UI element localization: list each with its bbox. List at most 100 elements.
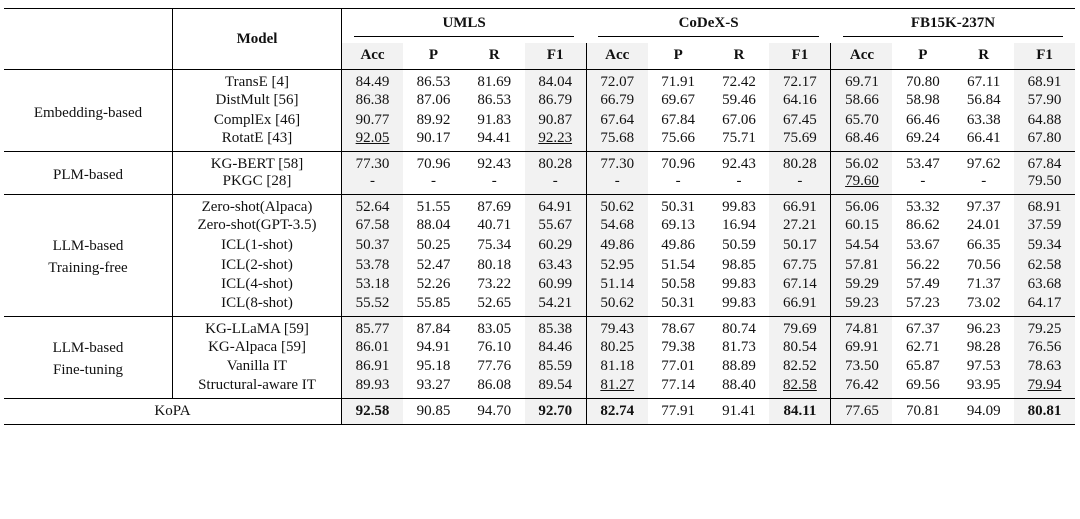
value-cell: 40.71 [477, 217, 512, 234]
model-name: KoPA [4, 398, 342, 425]
table-row: ICL(4-shot) 53.18 52.26 73.22 60.99 51.14 50.5… [4, 274, 1075, 295]
value-cell: 73.02 [966, 294, 1001, 311]
table-row: Embedding-based TransE [4] 84.49 86.53 81.69… [4, 69, 1075, 152]
value-cell: 54.54 [830, 235, 893, 256]
value-cell: 54.21 [524, 294, 587, 317]
value-cell: 50.37 [341, 235, 404, 256]
value-cell: 86.01 [341, 337, 404, 358]
dataset-name: CoDeX-S [598, 15, 819, 37]
group-label-line: PLM-based [53, 167, 123, 184]
group-label-line: LLM-based [52, 238, 124, 255]
value-cell: 57.90 [1014, 91, 1075, 111]
value-cell: 73.22 [477, 276, 512, 293]
value-cell: 79.69 [769, 316, 832, 338]
value-cell: 69.56 [906, 376, 940, 393]
value-cell: 68.46 [830, 130, 893, 152]
value-cell: - [491, 173, 497, 190]
value-cell: 69.13 [661, 217, 696, 234]
table-row: Structural-aware IT 89.93 93.27 86.08 89.54 8… [4, 376, 1075, 399]
value-cell: 98.28 [966, 338, 1001, 355]
value-cell: 81.73 [722, 338, 756, 355]
value-cell: 57.23 [906, 294, 940, 311]
value-cell: 72.42 [722, 74, 756, 90]
value-cell: 70.80 [906, 74, 940, 90]
metric-header: P [918, 47, 928, 64]
model-name: KG-LLaMA [59] [172, 316, 342, 338]
model-name: TransE [4] [172, 69, 342, 91]
table-row: ComplEx [46] 90.77 89.92 91.83 90.87 67.64 67.… [4, 110, 1075, 131]
table-header: Model UMLS CoDeX-S FB15K-237N Acc P R F1 Acc P R F… [4, 8, 1075, 70]
value-cell: 54.68 [586, 216, 648, 236]
value-cell: 86.08 [477, 376, 512, 393]
value-cell: 59.29 [830, 274, 893, 295]
value-cell: 56.02 [830, 151, 893, 174]
table-row: LLM-based Fine-tuning KG-LLaMA [59] 85.77 87… [4, 316, 1075, 399]
value-cell: - [341, 173, 404, 195]
value-cell: 97.37 [966, 199, 1001, 216]
value-cell: 72.07 [586, 69, 648, 91]
corner [4, 8, 173, 70]
value-cell: 75.71 [722, 130, 756, 147]
value-cell: - [981, 173, 987, 190]
value-cell: 92.23 [524, 130, 587, 152]
value-cell: 60.29 [524, 235, 587, 256]
value-cell: 86.53 [477, 92, 512, 109]
value-cell: 66.46 [906, 111, 940, 128]
model-name: PKGC [28] [172, 173, 342, 195]
table-row: LLM-based Training-free Zero-shot(Alpaca) 5… [4, 194, 1075, 317]
metric-header: R [488, 47, 500, 64]
value-cell: 53.78 [341, 255, 404, 275]
group-label: Embedding-based [4, 69, 173, 152]
value-cell: 86.53 [416, 74, 451, 90]
value-cell: 84.49 [341, 69, 404, 91]
value-cell: 50.62 [586, 294, 648, 317]
value-cell: 90.87 [524, 110, 587, 131]
value-cell: 86.79 [524, 91, 587, 111]
value-cell: 60.99 [524, 274, 587, 295]
value-cell: 78.63 [1014, 357, 1075, 377]
value-cell: 94.41 [477, 130, 512, 147]
section: PLM-based KG-BERT [58] 77.30 70.96 92.43 80.2… [4, 151, 1075, 195]
value-cell: 56.84 [966, 92, 1001, 109]
value-cell: 77.91 [661, 402, 696, 419]
value-cell: 60.15 [830, 216, 893, 236]
metric-header: F1 [1014, 42, 1075, 70]
value-cell: 55.52 [341, 294, 404, 317]
section: LLM-based Training-free Zero-shot(Alpaca) 5… [4, 194, 1075, 317]
value-cell: 70.56 [966, 256, 1001, 273]
value-cell: 94.09 [966, 402, 1001, 419]
table-row: RotatE [43] 92.05 90.17 94.41 92.23 75.68 75.6… [4, 130, 1075, 152]
group-label: PLM-based [4, 151, 173, 195]
model-name: Zero-shot(GPT-3.5) [172, 216, 342, 236]
value-cell: 90.17 [416, 130, 451, 147]
value-cell: 90.77 [341, 110, 404, 131]
value-cell: 69.91 [830, 337, 893, 358]
value-cell: 59.34 [1014, 235, 1075, 256]
value-cell: 81.18 [586, 357, 648, 377]
value-cell: 85.59 [524, 357, 587, 377]
value-cell: - [769, 173, 832, 195]
value-cell: 69.67 [661, 92, 696, 109]
dataset-name: UMLS [354, 15, 575, 37]
value-cell: 67.45 [769, 110, 832, 131]
value-cell: 73.50 [830, 357, 893, 377]
value-cell: 64.88 [1014, 110, 1075, 131]
value-cell: 53.67 [906, 237, 940, 254]
metric-header: Acc [586, 42, 648, 70]
table-row: PLM-based KG-BERT [58] 77.30 70.96 92.43 80.2… [4, 151, 1075, 195]
value-cell: 68.91 [1014, 194, 1075, 217]
value-cell: 79.25 [1014, 316, 1075, 338]
value-cell: 94.70 [477, 402, 512, 419]
metric-header: P [428, 47, 439, 64]
value-cell: 82.74 [586, 398, 648, 425]
value-cell: 56.06 [830, 194, 893, 217]
value-cell: 59.46 [722, 92, 756, 109]
value-cell: 77.65 [830, 398, 893, 425]
table-row: PKGC [28] - - - - - - - -79.60- -79.50 [4, 173, 1075, 195]
final-section: KoPA 92.58 90.85 94.70 92.70 82.74 77.91 91.41 8… [4, 398, 1075, 425]
value-cell: 67.64 [586, 110, 648, 131]
value-cell: - [675, 173, 681, 190]
group-label-line: LLM-based [52, 340, 124, 357]
value-cell: 80.18 [477, 256, 512, 273]
value-cell: 89.93 [341, 376, 404, 399]
